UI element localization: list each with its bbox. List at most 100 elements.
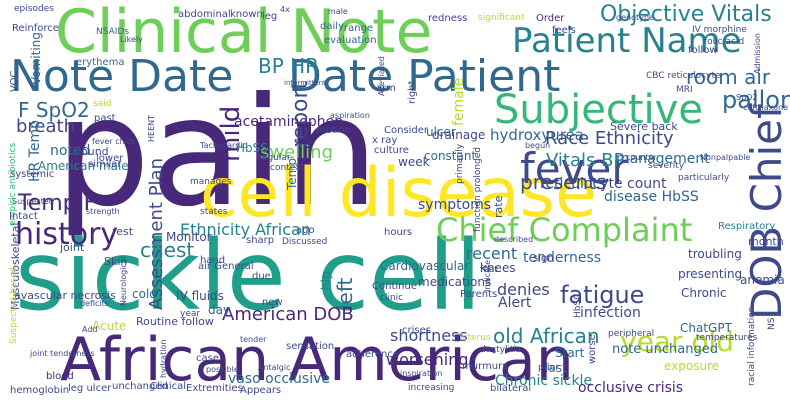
- word-voc: VOC: [9, 70, 20, 92]
- word-hemoglobin: hemoglobin: [10, 385, 70, 396]
- word-alleviated: Alleviated: [377, 56, 386, 96]
- word-start: Start: [555, 346, 585, 360]
- word-patient-name: Patient Name: [512, 21, 742, 61]
- word-pain: pain: [55, 66, 379, 240]
- word-motion: motion: [316, 125, 352, 136]
- word-breath: breath: [16, 116, 76, 137]
- word-due: due: [252, 271, 271, 282]
- word-appears: Appears: [240, 385, 282, 396]
- word-severity: severity: [648, 161, 685, 171]
- word-shortness: shortness: [390, 326, 468, 345]
- word-sickle-cell: sickle cell: [15, 220, 482, 332]
- word-tender: tender: [240, 335, 267, 344]
- word-cell-disease: cell disease: [200, 154, 597, 233]
- word-chest: chest: [140, 238, 195, 262]
- word-hand: hand: [200, 255, 226, 266]
- word-note-unchanged: note unchanged: [612, 342, 718, 357]
- word-old-african: old African: [493, 324, 600, 348]
- word-female: female: [451, 77, 467, 126]
- word-said: said: [93, 99, 112, 109]
- word-genotype: genotype: [616, 13, 654, 22]
- word-worse: worse: [587, 334, 598, 364]
- word-context: context: [270, 163, 304, 173]
- word-counter: counter: [626, 153, 657, 162]
- word-indicate: Indicate: [483, 259, 492, 292]
- word-history: history: [15, 217, 119, 252]
- word-ns: NS: [767, 317, 777, 330]
- word-similar: similar: [88, 159, 122, 170]
- word-air-general: air General: [198, 261, 254, 272]
- word-month: month: [748, 235, 784, 248]
- word-new: new: [262, 297, 283, 308]
- word-vaso-occlusive: vaso occlusive: [228, 371, 330, 387]
- word-ago: ago: [296, 225, 315, 236]
- word-hbsc: HbSC: [573, 293, 583, 318]
- word-race-ethnicity: Race Ethnicity: [545, 128, 674, 149]
- word-temp-f: Temp F: [18, 191, 97, 216]
- word-evaluation: evaluation: [324, 35, 377, 46]
- word-tenderness: tenderness: [523, 250, 602, 266]
- word-chronic: Chronic: [681, 286, 727, 300]
- word-arm: arm: [376, 83, 396, 94]
- word-hydroxyurea: hydroxyurea: [490, 126, 584, 144]
- word-alert: Alert: [498, 295, 532, 311]
- word-week: week: [398, 155, 430, 169]
- word-neurological: Neurological: [119, 256, 128, 306]
- word-acetaminophen: acetaminophen: [234, 114, 344, 130]
- word-rest: rest: [112, 225, 134, 238]
- word-clinical-note: Clinical Note: [55, 0, 433, 67]
- word-respiratory: Respiratory: [718, 221, 776, 232]
- word-hbss: HbSS: [236, 141, 268, 155]
- word-clinic: clinic: [380, 293, 404, 303]
- word-folic-acid: folic acid: [704, 37, 745, 47]
- word-leg-ulcer: leg ulcer: [68, 383, 112, 394]
- word-culture: culture: [374, 145, 409, 156]
- word-inspiration: inspiration: [400, 369, 443, 378]
- word-prior: prior: [538, 363, 560, 373]
- word-feels: feels: [552, 25, 576, 36]
- word-icterus: icterus: [460, 333, 491, 343]
- word-occlusive-crisis: occlusive crisis: [578, 380, 684, 396]
- word-cbc-reticulocyte: CBC reticulocyte: [646, 71, 721, 81]
- word-iv-morphine: IV morphine: [692, 25, 747, 35]
- word-admission: Admission: [753, 33, 762, 74]
- word-erythema: erythema: [76, 57, 125, 68]
- word-vitals-bp: Vitals BP: [546, 150, 625, 171]
- word-primarily: primarily: [455, 143, 465, 184]
- word-parents: Parents: [460, 289, 498, 300]
- word-ulcer: ulcer: [426, 125, 456, 139]
- word-last: last: [545, 361, 567, 375]
- word-consider: Consider: [384, 125, 429, 136]
- word-symptoms: symptoms: [418, 197, 492, 213]
- word-exposure: exposure: [664, 359, 720, 373]
- word-rate: rate: [492, 195, 505, 218]
- word-severe-back: Severe back: [610, 120, 678, 133]
- word-chronic-sickle: Chronic sickle: [495, 373, 593, 389]
- word-room-air: room air: [686, 65, 771, 89]
- word-possible: possible: [206, 365, 239, 374]
- word-unchanged: unchanged: [112, 381, 168, 392]
- word-strength: strength: [86, 207, 120, 216]
- word-aspiration: aspiration: [330, 111, 370, 120]
- word-increasing: increasing: [408, 383, 455, 393]
- word-leg: leg: [262, 11, 278, 22]
- word-begun: begun: [525, 141, 551, 150]
- word-objective-vitals: Objective Vitals: [600, 2, 772, 27]
- word-antalgic: Antalgic: [258, 363, 291, 372]
- word-presenting: presenting: [678, 267, 743, 281]
- word-crises: crises: [402, 325, 431, 336]
- word-right: right: [407, 80, 418, 105]
- word-year-old: year old: [620, 325, 735, 358]
- word-regular: Regular: [256, 153, 291, 163]
- word-4x: 4x: [280, 5, 290, 14]
- word-manages: manages: [190, 177, 232, 187]
- word-hours: hours: [384, 227, 413, 238]
- word-case: case: [196, 353, 219, 364]
- word-described: described: [494, 235, 534, 244]
- word-recent: recent: [466, 244, 518, 263]
- word-fatigue: fatigue: [560, 281, 645, 309]
- word-ethnicity-african: Ethnicity African: [180, 220, 311, 239]
- word-pallor: pallor: [722, 86, 790, 114]
- word-worsening: worsening: [386, 350, 469, 369]
